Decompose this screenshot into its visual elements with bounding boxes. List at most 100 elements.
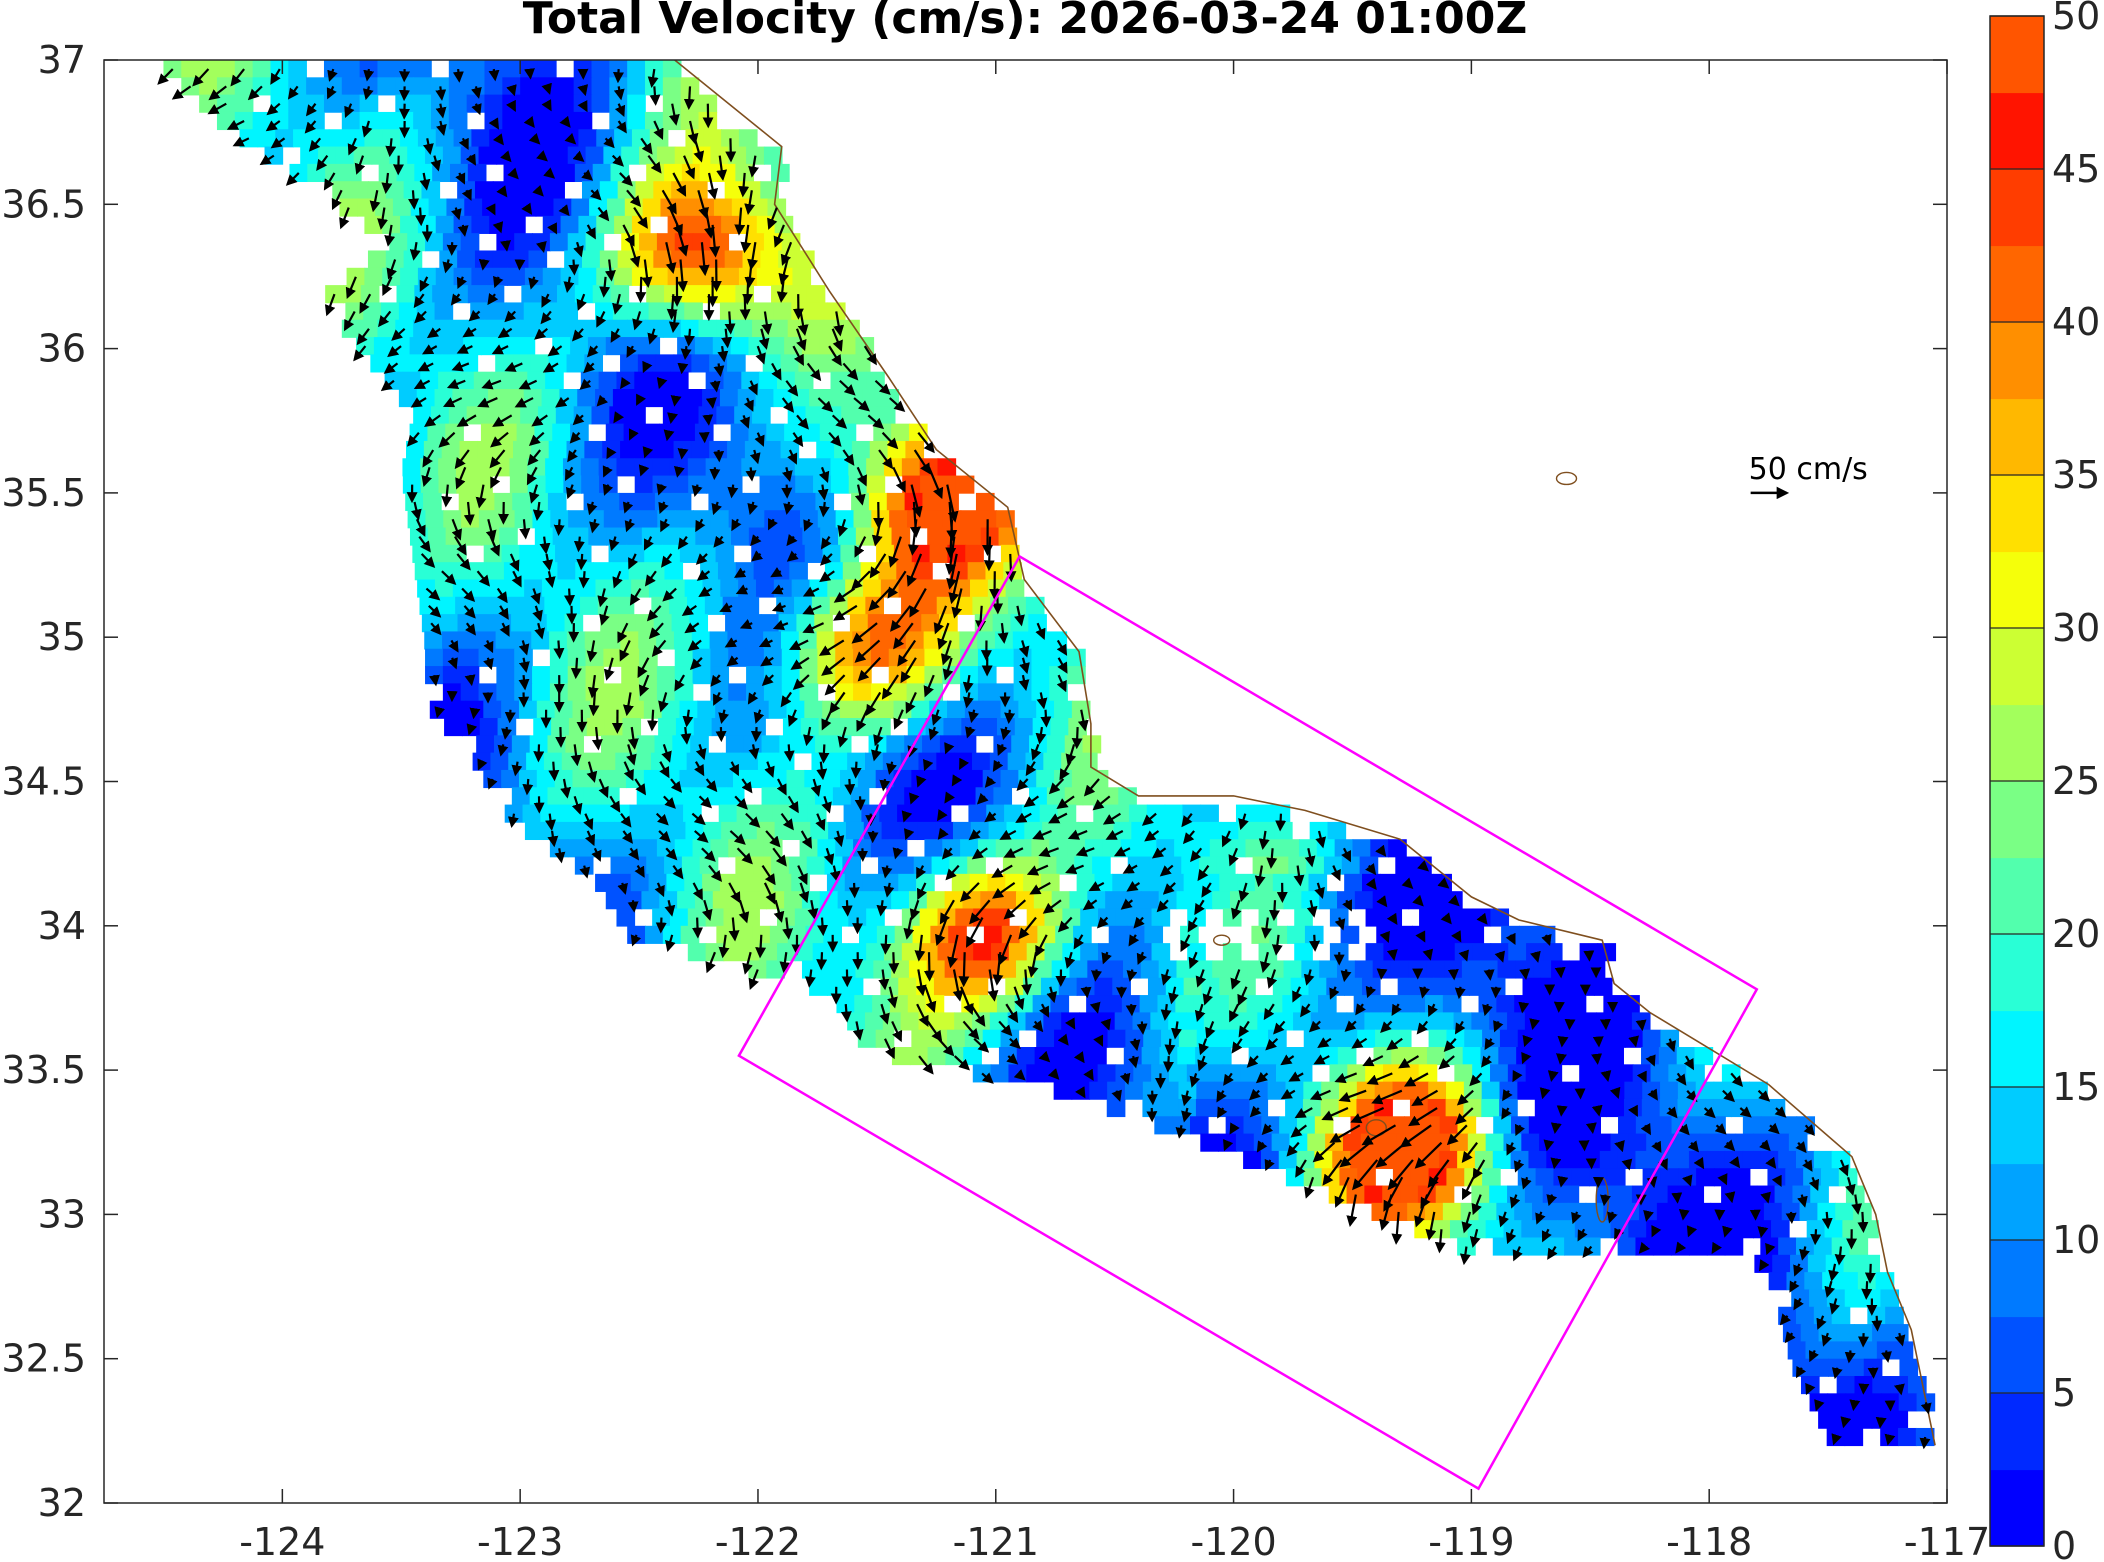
y-tick-label: 35 [38, 615, 86, 659]
speed-cell [731, 527, 750, 546]
speed-cell [937, 458, 957, 477]
speed-cell [789, 562, 808, 581]
speed-cell [982, 700, 1002, 719]
speed-cell [1120, 839, 1140, 858]
velocity-arrow [1040, 709, 1052, 728]
velocity-arrow [1757, 1226, 1769, 1238]
speed-cell [727, 440, 746, 460]
speed-cell [1810, 1185, 1829, 1204]
speed-cell [596, 821, 615, 841]
speed-cell [648, 579, 668, 598]
speed-cell [963, 1047, 982, 1066]
speed-cell [1617, 1237, 1637, 1256]
speed-cell [1543, 943, 1563, 962]
velocity-arrow [702, 414, 714, 426]
speed-cell [1790, 1254, 1809, 1273]
speed-cell [568, 718, 588, 737]
speed-cell [1344, 977, 1363, 996]
velocity-arrow [570, 657, 582, 680]
speed-cell [565, 787, 584, 806]
speed-cell [1364, 1012, 1384, 1031]
speed-cell [489, 267, 508, 286]
speed-cell [1210, 995, 1230, 1014]
speed-cell [645, 319, 664, 338]
speed-cell [508, 596, 528, 615]
speed-cell [523, 302, 543, 321]
speed-cell [1428, 1029, 1448, 1048]
speed-cell [1253, 804, 1273, 823]
speed-cell [552, 423, 571, 442]
velocity-arrow [647, 709, 659, 732]
speed-cell [421, 181, 441, 200]
speed-cell [782, 510, 801, 529]
speed-cell [1131, 821, 1150, 841]
speed-cell [936, 752, 955, 771]
speed-cell [537, 111, 557, 131]
speed-cell [922, 787, 941, 806]
speed-cell [496, 146, 516, 165]
speed-cell [931, 856, 951, 875]
speed-cell [430, 319, 450, 338]
velocity-arrow [992, 588, 1004, 615]
speed-cell [566, 354, 586, 373]
speed-cell [413, 60, 432, 79]
velocity-arrow [398, 86, 410, 102]
speed-cell [1049, 683, 1068, 702]
speed-cell [1189, 1116, 1209, 1135]
speed-cell [1556, 1220, 1576, 1239]
speed-cell [725, 735, 745, 754]
speed-cell [784, 423, 803, 442]
speed-cell [1534, 1098, 1554, 1118]
speed-cell [428, 198, 448, 217]
speed-cell [998, 527, 1018, 546]
speed-cell [1649, 1185, 1669, 1204]
speed-cell [471, 129, 491, 148]
speed-cell [545, 371, 564, 390]
colorbar-segment [1990, 551, 2044, 629]
speed-cell [848, 371, 867, 390]
speed-cell [614, 267, 633, 286]
velocity-arrow [1309, 934, 1321, 952]
speed-cell [537, 60, 557, 79]
speed-cell [1731, 1168, 1751, 1187]
speed-cell [667, 821, 687, 841]
speed-cell [773, 302, 793, 321]
speed-cell [577, 579, 597, 598]
speed-cell [730, 337, 750, 356]
speed-cell [656, 683, 676, 702]
speed-cell [1442, 995, 1462, 1014]
speed-cell [1378, 1133, 1398, 1152]
speed-cell [1400, 1185, 1419, 1204]
speed-cell [1642, 1029, 1662, 1048]
speed-cell [555, 77, 575, 96]
speed-cell [1795, 1306, 1815, 1325]
speed-cell [1025, 596, 1045, 615]
speed-cell [1079, 1012, 1098, 1031]
speed-cell [483, 700, 502, 719]
speed-cell [993, 787, 1013, 806]
speed-cell [585, 648, 605, 667]
speed-cell [698, 319, 718, 338]
speed-cell [1614, 1012, 1633, 1031]
speed-cell [955, 908, 974, 927]
velocity-arrow [1164, 1038, 1176, 1056]
velocity-arrow [478, 258, 490, 271]
speed-cell [511, 735, 531, 754]
speed-cell [1176, 891, 1196, 910]
speed-cell [512, 492, 531, 512]
speed-cell [541, 389, 561, 408]
speed-cell [1103, 995, 1123, 1014]
speed-cell [703, 129, 722, 148]
speed-cell [1390, 960, 1410, 979]
speed-cell [677, 423, 696, 442]
speed-cell [1465, 925, 1485, 944]
speed-cell [1128, 804, 1148, 823]
speed-cell [875, 700, 895, 719]
speed-cell [678, 198, 697, 217]
speed-cell [817, 510, 837, 529]
speed-cell [649, 267, 669, 286]
speed-cell [673, 631, 693, 650]
speed-cell [1658, 1047, 1678, 1066]
speed-cell [859, 925, 878, 944]
speed-cell [413, 319, 432, 338]
